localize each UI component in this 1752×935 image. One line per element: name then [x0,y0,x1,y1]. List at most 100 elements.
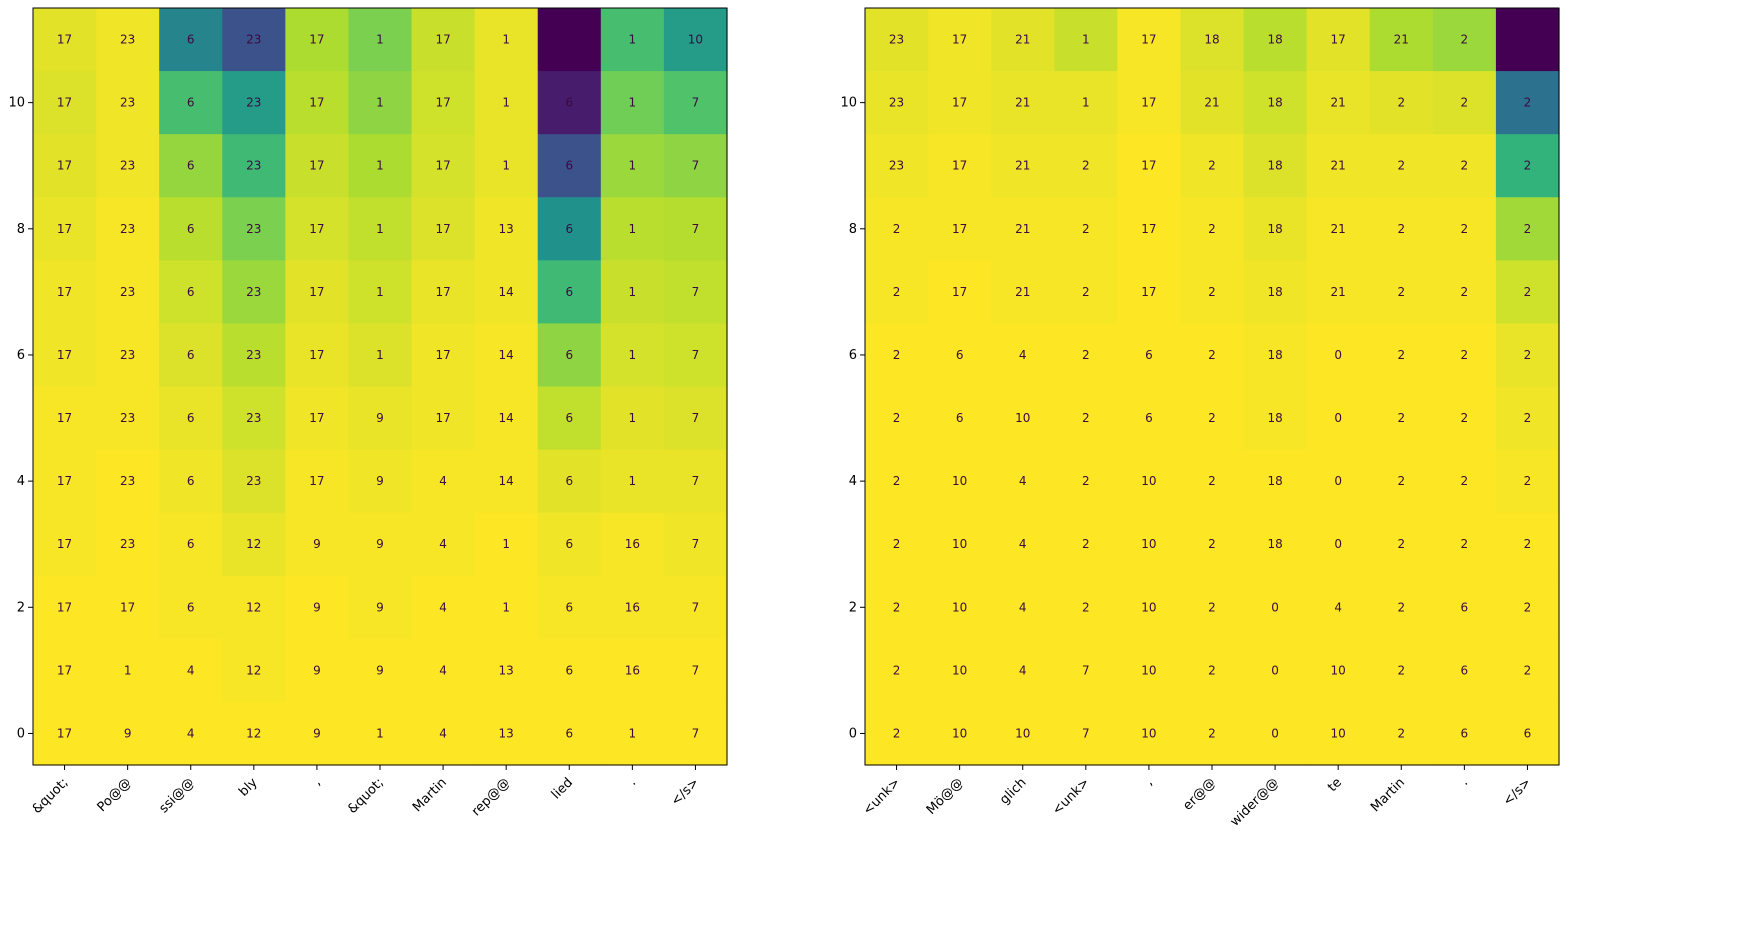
heatmap-cell [1495,512,1560,577]
cell-value-label: 1 [376,33,384,47]
x-tick-label: Mö@@ [924,775,967,818]
cell-value-label: 2 [1524,159,1532,173]
x-tick-label: <unk> [860,775,903,818]
heatmap-cell [474,575,539,640]
heatmap-cell [1495,197,1560,261]
heatmap-cell [1054,449,1118,514]
heatmap-cell [1054,638,1118,703]
heatmap-cell [1306,701,1371,766]
heatmap-cell [1180,386,1245,451]
heatmap-cell [1117,71,1182,135]
cell-value-label: 10 [1141,537,1156,551]
heatmap-cell [159,197,223,261]
heatmap-cell [411,575,476,640]
cell-value-label: 17 [309,411,324,425]
heatmap-cell [537,260,602,325]
heatmap-cell [537,134,602,198]
x-tick-label: Po@@ [95,775,135,815]
heatmap-cell [222,638,286,703]
heatmap-cell [348,197,413,261]
heatmap-cell [600,323,665,388]
cell-value-label: 7 [692,96,700,110]
heatmap-cell [1117,701,1182,766]
heatmap-cell [1180,638,1245,703]
x-tick-label: </s> [668,775,702,809]
cell-value-label: 17 [57,348,72,362]
cell-value-label: 1 [629,33,637,47]
cell-value-label: 9 [376,474,384,488]
cell-value-label: 23 [120,33,135,47]
cell-value-label: 17 [57,159,72,173]
heatmap-cell [1306,197,1371,261]
cell-value-label: 23 [120,348,135,362]
heatmap-cell [159,575,223,640]
cell-value-label: 9 [376,537,384,551]
heatmap-cell [1369,701,1434,766]
cell-value-label: 1 [629,474,637,488]
heatmap-cell [1117,134,1182,198]
heatmap-cell [663,71,728,135]
heatmap-cell [1369,386,1434,451]
heatmap-cell [1495,701,1560,766]
cell-value-label: 2 [893,537,901,551]
cell-value-label: 6 [565,411,573,425]
cell-value-label: 10 [1015,726,1030,740]
cell-value-label: 17 [952,222,967,236]
cell-value-label: 2 [1461,96,1469,110]
cell-value-label: 6 [187,159,195,173]
cell-value-label: 2 [893,600,901,614]
heatmap-cell [1306,134,1371,198]
cell-value-label: 10 [952,663,967,677]
heatmap-cell [1432,386,1497,451]
cell-value-label: 4 [187,663,195,677]
heatmap-cell [1495,323,1560,388]
cell-value-label: 17 [57,285,72,299]
cell-value-label: 21 [1331,285,1346,299]
heatmap-cell [928,260,992,325]
x-tick-label: Martin [410,775,450,815]
cell-value-label: 10 [952,726,967,740]
heatmap-cell [33,638,97,703]
y-tick-label: 10 [840,96,857,111]
cell-value-label: 23 [246,285,261,299]
y-tick-label: 2 [17,600,25,615]
cell-value-label: 0 [1334,411,1342,425]
cell-value-label: 1 [1082,96,1090,110]
heatmap-cell [348,512,413,577]
cell-value-label: 6 [565,348,573,362]
cell-value-label: 21 [1015,222,1030,236]
cell-value-label: 9 [313,600,321,614]
y-tick-label: 4 [849,474,857,489]
cell-value-label: 1 [502,96,510,110]
cell-value-label: 18 [1267,222,1282,236]
heatmap-cell [1117,449,1182,514]
cell-value-label: 2 [1461,474,1469,488]
heatmap-cell [1054,71,1118,135]
x-tick-label: ssi@@ [156,775,197,816]
cell-value-label: 2 [1208,348,1216,362]
heatmap-cell [96,134,160,198]
cell-value-label: 2 [1397,222,1405,236]
heatmap-cell [991,386,1055,451]
x-tick-label: wider@@ [1228,775,1282,829]
heatmap-cell [348,386,413,451]
cell-value-label: 2 [1524,411,1532,425]
cell-value-label: 1 [502,159,510,173]
cell-value-label: 13 [499,663,514,677]
cell-value-label: 21 [1015,33,1030,47]
cell-value-label: 23 [246,348,261,362]
heatmap-cell [991,197,1055,261]
cell-value-label: 10 [952,474,967,488]
cell-value-label: 4 [1019,600,1027,614]
heatmap-cell [1117,197,1182,261]
cell-value-label: 0 [1271,726,1279,740]
cell-value-label: 14 [499,348,514,362]
cell-value-label: 18 [1204,33,1219,47]
heatmap-cell [285,701,350,766]
heatmap-panel-2: 23 17 21 1 17 18 18 17 21 2 23 17 21 1 17 21 18 21 2 2 2 23 17… [840,7,1560,830]
cell-value-label: 1 [629,159,637,173]
cell-value-label: 17 [952,96,967,110]
heatmap-cell [411,260,476,325]
cell-value-label: 17 [952,33,967,47]
